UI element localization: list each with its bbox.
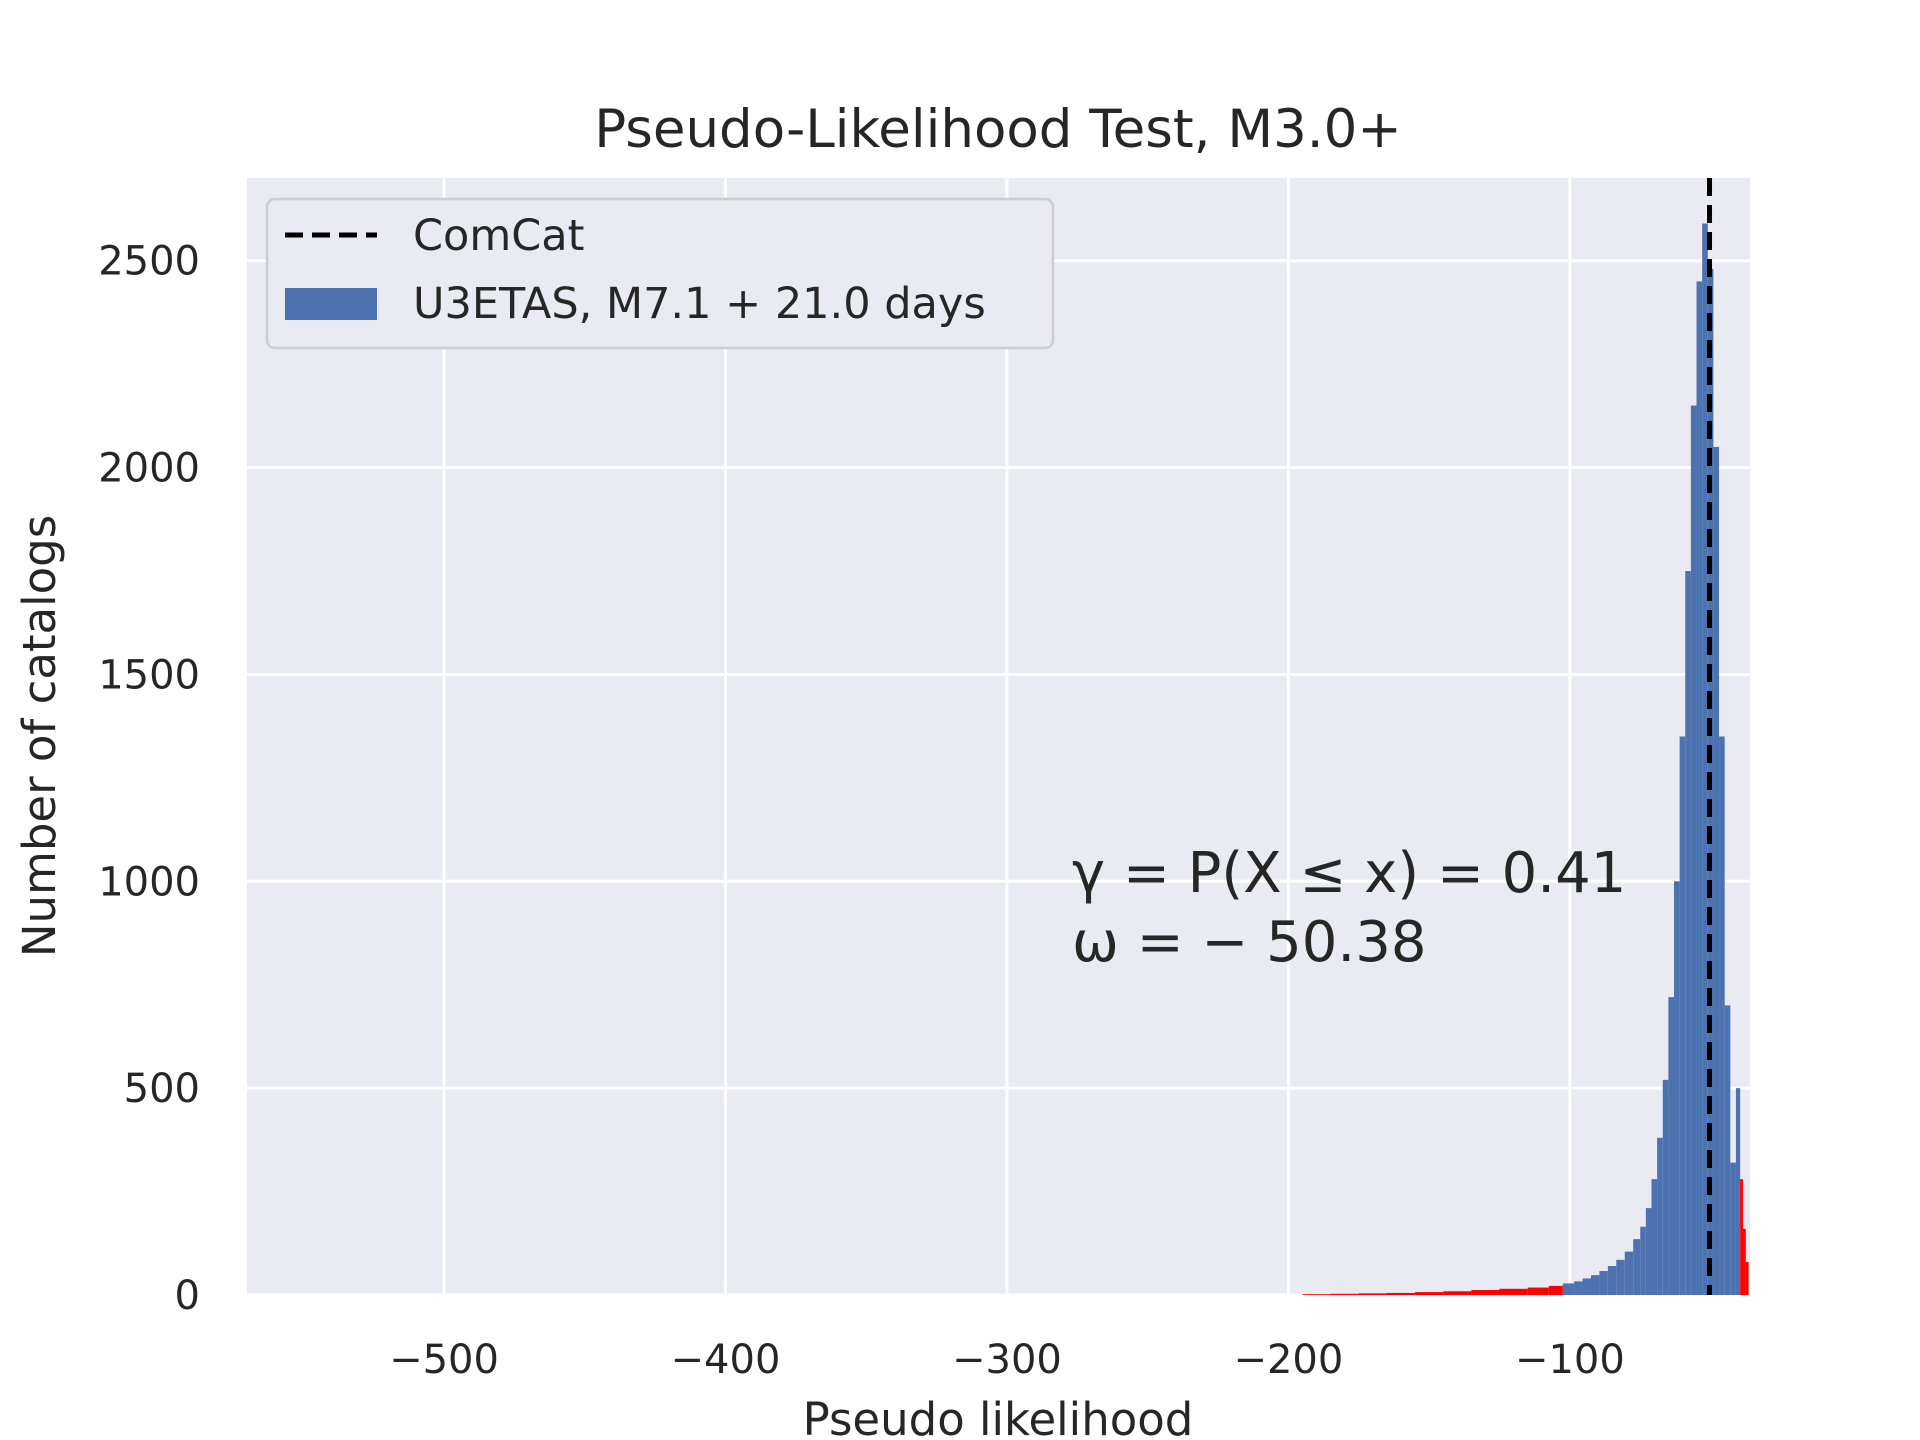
histogram-bar: [1719, 736, 1725, 1295]
legend: ComCat U3ETAS, M7.1 + 21.0 days: [265, 197, 1055, 350]
x-axis-label: Pseudo likelihood: [803, 1393, 1194, 1440]
histogram-bar: [1443, 1291, 1472, 1295]
histogram-bar: [1740, 1179, 1743, 1295]
histogram-bar: [1624, 1251, 1634, 1295]
histogram-bar: [1724, 1005, 1731, 1295]
x-tick-labels: −500 −400 −300 −200 −100: [389, 1337, 1625, 1383]
histogram-bar: [1735, 1088, 1741, 1295]
y-axis-label: Number of catalogs: [13, 515, 66, 957]
legend-box: [265, 197, 1055, 350]
legend-u3etas-label: U3ETAS, M7.1 + 21.0 days: [413, 279, 986, 329]
histogram-bar: [1607, 1266, 1617, 1295]
histogram-bar: [1415, 1292, 1444, 1295]
histogram-bar: [1499, 1288, 1528, 1295]
x-tick-label: −100: [1515, 1337, 1625, 1383]
histogram-bar: [1645, 1208, 1652, 1295]
histogram-bar: [1548, 1285, 1563, 1295]
histogram-bar: [1358, 1293, 1387, 1295]
y-tick-label: 1000: [98, 859, 200, 905]
histogram-bar: [1674, 881, 1680, 1295]
histogram-bar: [1668, 997, 1675, 1295]
histogram-bar: [1330, 1293, 1359, 1295]
annotation-omega: ω = − 50.38: [1072, 910, 1426, 975]
histogram-bar: [1696, 281, 1703, 1296]
x-tick-label: −300: [952, 1337, 1062, 1383]
histogram-bar: [1527, 1287, 1549, 1295]
chart-title: Pseudo-Likelihood Test, M3.0+: [594, 99, 1402, 160]
x-tick-label: −400: [671, 1337, 781, 1383]
annotation-gamma: γ = P(X ≤ x) = 0.41: [1072, 841, 1626, 906]
histogram-bar: [1590, 1275, 1600, 1295]
y-tick-label: 2000: [98, 446, 200, 492]
y-tick-label: 500: [124, 1066, 200, 1112]
histogram-bar: [1745, 1261, 1749, 1295]
histogram-bar: [1657, 1137, 1663, 1295]
histogram-bar: [1730, 1162, 1736, 1295]
histogram-bar: [1662, 1079, 1669, 1295]
plot-background: [247, 178, 1750, 1295]
y-tick-label: 2500: [98, 239, 200, 285]
x-tick-label: −200: [1233, 1337, 1343, 1383]
histogram-bar: [1616, 1259, 1625, 1295]
x-tick-label: −500: [389, 1337, 499, 1383]
histogram-bar: [1386, 1292, 1416, 1295]
histogram-bar: [1640, 1226, 1646, 1295]
y-tick-labels: 0 500 1000 1500 2000 2500: [98, 239, 200, 1319]
histogram-bar: [1562, 1283, 1575, 1295]
histogram-bar: [1713, 446, 1720, 1295]
histogram-bar: [1702, 223, 1708, 1295]
histogram-bar: [1302, 1294, 1331, 1295]
histogram-bar: [1685, 571, 1691, 1295]
histogram-bar: [1582, 1278, 1591, 1295]
legend-comcat-label: ComCat: [413, 211, 584, 261]
histogram-bar: [1574, 1281, 1583, 1295]
legend-u3etas-swatch: [285, 288, 377, 320]
histogram-bar: [1742, 1228, 1746, 1295]
histogram-bar: [1651, 1179, 1658, 1295]
histogram-bar: [1599, 1271, 1608, 1295]
histogram-bar: [1690, 405, 1697, 1295]
y-tick-label: 0: [175, 1273, 200, 1319]
histogram-bar: [1679, 736, 1686, 1295]
histogram-bar: [1471, 1290, 1500, 1295]
y-tick-label: 1500: [98, 652, 200, 698]
histogram-bar: [1633, 1239, 1641, 1295]
